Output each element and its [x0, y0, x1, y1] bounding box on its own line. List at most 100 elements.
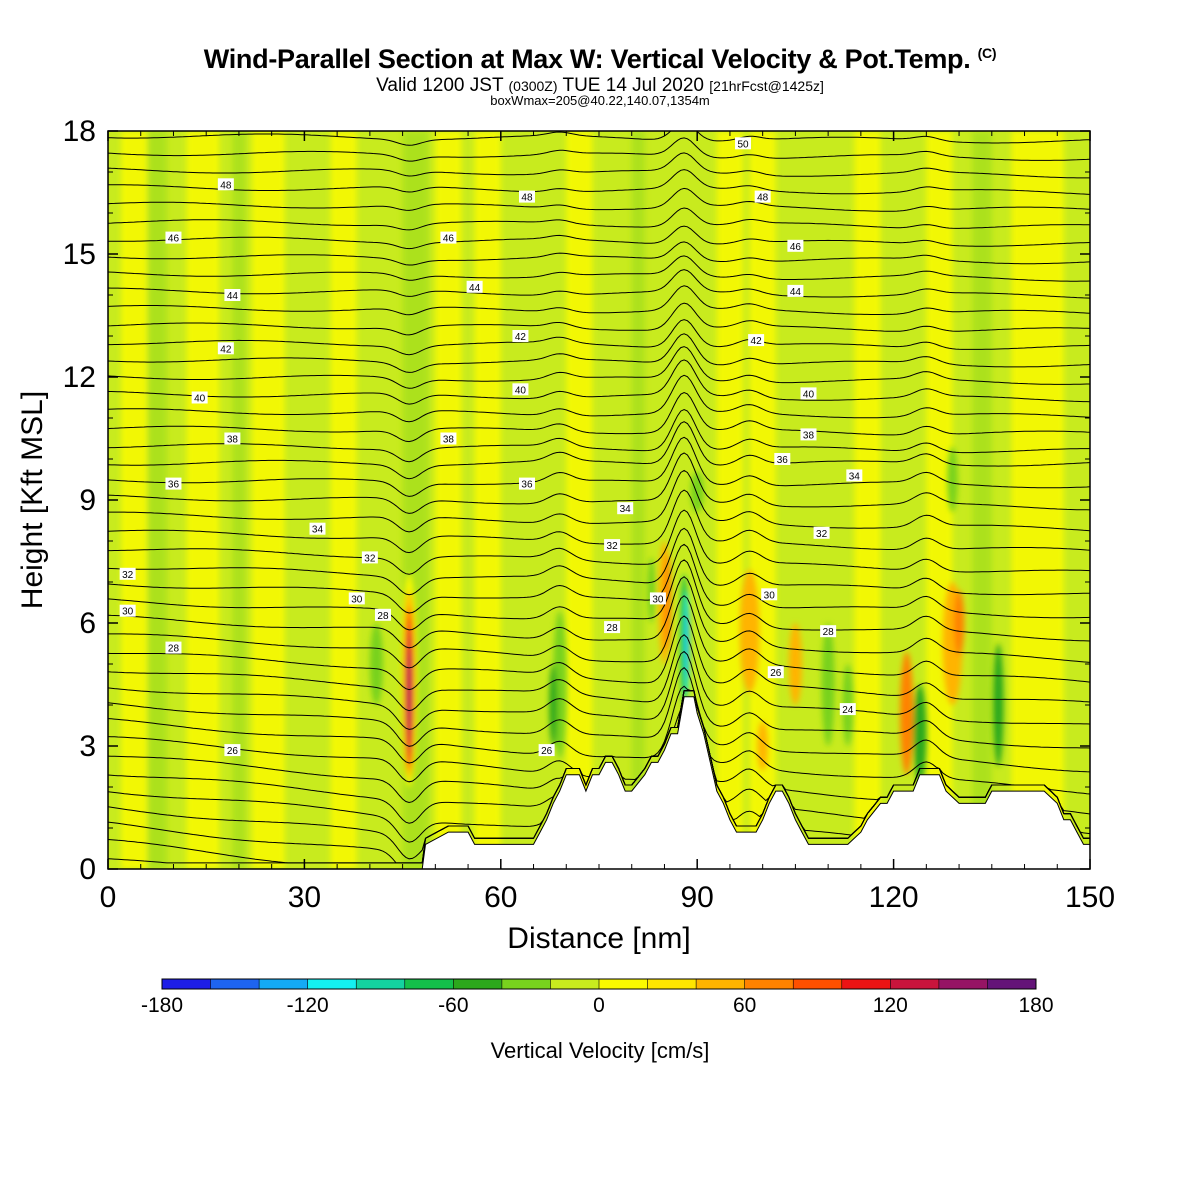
isentrope — [108, 576, 1090, 663]
isentrope-label: 38 — [800, 428, 817, 441]
isentrope — [108, 225, 1090, 250]
label-text: 34 — [312, 525, 324, 536]
label-box — [440, 432, 457, 445]
isentrope — [108, 559, 1090, 642]
label-box — [800, 428, 817, 441]
label-text: 46 — [790, 242, 802, 253]
label-box — [761, 588, 778, 601]
isentrope-label: 48 — [518, 190, 535, 204]
label-box — [217, 178, 234, 191]
isentrope-label: 46 — [440, 231, 457, 245]
velocity-band — [972, 131, 992, 869]
label-box — [224, 289, 241, 301]
isentrope-label: 32 — [119, 567, 136, 581]
isentrope-label: 48 — [754, 190, 771, 204]
label-box — [820, 625, 837, 638]
isentrope-label: 38 — [440, 432, 457, 446]
label-text: 26 — [770, 668, 782, 679]
colorbar-tick-label: 60 — [733, 994, 756, 1017]
label-box — [787, 284, 804, 297]
isentrope-label: 50 — [735, 137, 752, 150]
label-box — [604, 539, 621, 552]
label-text: 28 — [168, 644, 180, 655]
colorbar-tick-label: -60 — [438, 994, 468, 1017]
label-text: 36 — [168, 480, 180, 491]
velocity-cell — [664, 553, 672, 652]
isentrope-label: 28 — [820, 625, 837, 638]
label-text: 34 — [620, 504, 632, 515]
colorbar-tick-label: -120 — [287, 994, 329, 1017]
velocity-cell — [913, 684, 927, 783]
label-text: 44 — [469, 283, 481, 294]
isentrope-label: 34 — [309, 522, 326, 536]
isentrope — [108, 269, 1090, 299]
label-box — [604, 621, 621, 634]
velocity-band — [854, 131, 881, 869]
isentrope-label: 36 — [165, 477, 182, 491]
valid-time-local: Valid 1200 JST — [376, 75, 504, 96]
label-text: 36 — [521, 480, 533, 491]
isentropes — [108, 131, 1090, 864]
label-text: 42 — [751, 336, 763, 347]
isentrope-label: 30 — [348, 592, 365, 605]
y-tick-label: 0 — [79, 853, 96, 886]
x-tick-label: 60 — [484, 881, 517, 914]
velocity-cell — [407, 651, 411, 734]
isentrope — [108, 319, 1090, 356]
isentrope — [108, 452, 1090, 514]
isentrope-label: 46 — [787, 239, 804, 253]
label-text: 40 — [515, 385, 527, 396]
isentrope-label: 38 — [224, 432, 241, 446]
label-box — [774, 453, 791, 465]
label-box — [309, 522, 326, 535]
isentrope — [108, 285, 1090, 316]
label-box — [466, 280, 483, 293]
velocity-band — [232, 131, 246, 869]
isentrope-label: 40 — [800, 387, 817, 400]
label-box — [800, 387, 817, 400]
colorbar-swatch — [550, 979, 599, 989]
isentrope-label: 44 — [224, 289, 241, 302]
isentrope — [108, 302, 1090, 336]
velocity-cell — [369, 623, 383, 705]
x-tick-label: 90 — [681, 881, 714, 914]
label-box — [748, 334, 765, 347]
isentrope-label: 30 — [761, 588, 778, 601]
label-text: 44 — [227, 291, 239, 302]
label-box — [512, 330, 529, 342]
label-box — [191, 391, 208, 404]
label-text: 40 — [803, 389, 815, 400]
isentrope-label: 30 — [119, 604, 136, 618]
label-text: 26 — [227, 746, 239, 757]
isentrope — [108, 469, 1090, 533]
label-text: 42 — [515, 332, 527, 343]
isentrope-label: 26 — [224, 744, 241, 757]
label-box — [649, 592, 666, 605]
isentrope-label: 40 — [191, 391, 208, 405]
label-box — [813, 526, 830, 539]
label-box — [217, 342, 234, 355]
colorbar-tick-label: -180 — [141, 994, 183, 1017]
velocity-band — [926, 131, 953, 869]
label-text: 42 — [220, 344, 232, 355]
label-text: 28 — [377, 611, 389, 622]
isentrope — [108, 169, 1090, 195]
chart-title: Wind-Parallel Section at Max W: Vertical… — [0, 44, 1200, 75]
isentrope-label: 26 — [767, 666, 784, 679]
velocity-cell — [549, 664, 558, 746]
label-box — [839, 703, 856, 716]
terrain — [108, 696, 1091, 870]
isentrope-label: 48 — [217, 178, 234, 191]
colorbar-swatch — [793, 979, 842, 989]
isentrope — [108, 408, 1090, 463]
label-text: 28 — [823, 627, 835, 638]
label-box — [518, 477, 535, 490]
isentrope — [108, 241, 1090, 266]
label-text: 30 — [351, 594, 363, 605]
label-text: 32 — [816, 529, 828, 540]
colorbar-tick-label: 180 — [1018, 994, 1053, 1017]
colorbar-tick-label: 120 — [873, 994, 908, 1017]
isentrope — [108, 634, 1090, 725]
